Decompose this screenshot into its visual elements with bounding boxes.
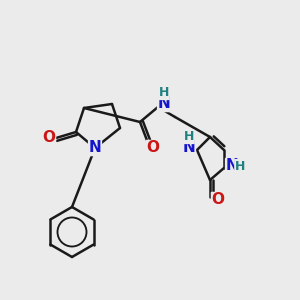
Text: H: H bbox=[159, 86, 169, 100]
Text: O: O bbox=[43, 130, 56, 146]
Text: N: N bbox=[88, 140, 101, 155]
Text: H: H bbox=[235, 160, 245, 172]
Text: N: N bbox=[183, 140, 195, 155]
Text: H: H bbox=[184, 130, 194, 143]
Text: N: N bbox=[226, 158, 238, 173]
Text: N: N bbox=[158, 97, 170, 112]
Text: O: O bbox=[212, 193, 224, 208]
Text: O: O bbox=[146, 140, 160, 155]
